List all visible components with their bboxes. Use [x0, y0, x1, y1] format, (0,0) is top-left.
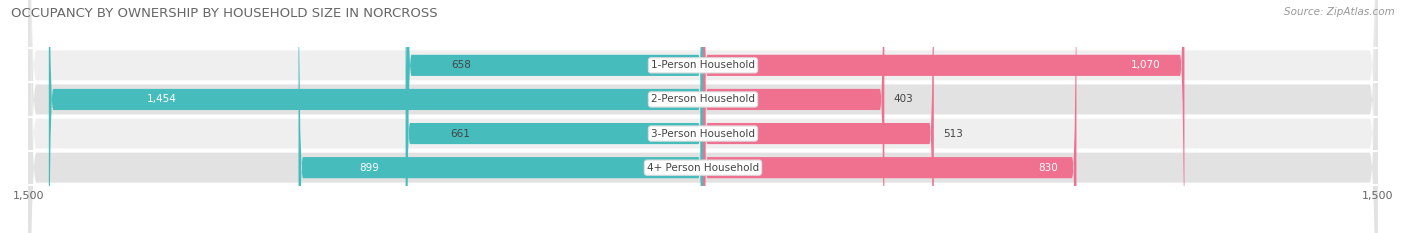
FancyBboxPatch shape — [49, 0, 703, 233]
Text: Source: ZipAtlas.com: Source: ZipAtlas.com — [1284, 7, 1395, 17]
Text: OCCUPANCY BY OWNERSHIP BY HOUSEHOLD SIZE IN NORCROSS: OCCUPANCY BY OWNERSHIP BY HOUSEHOLD SIZE… — [11, 7, 437, 20]
Text: 1-Person Household: 1-Person Household — [651, 60, 755, 70]
Text: 899: 899 — [359, 163, 380, 173]
FancyBboxPatch shape — [703, 0, 884, 233]
Text: 3-Person Household: 3-Person Household — [651, 129, 755, 139]
FancyBboxPatch shape — [298, 0, 703, 233]
FancyBboxPatch shape — [405, 0, 703, 233]
Text: 403: 403 — [893, 94, 912, 104]
Text: 1,070: 1,070 — [1130, 60, 1160, 70]
Text: 1,454: 1,454 — [148, 94, 177, 104]
FancyBboxPatch shape — [703, 0, 934, 233]
Text: 4+ Person Household: 4+ Person Household — [647, 163, 759, 173]
FancyBboxPatch shape — [28, 0, 1378, 233]
FancyBboxPatch shape — [28, 0, 1378, 233]
Text: 513: 513 — [943, 129, 963, 139]
FancyBboxPatch shape — [28, 0, 1378, 233]
Text: 661: 661 — [450, 129, 470, 139]
FancyBboxPatch shape — [703, 0, 1184, 233]
FancyBboxPatch shape — [28, 0, 1378, 233]
FancyBboxPatch shape — [406, 0, 703, 233]
Text: 2-Person Household: 2-Person Household — [651, 94, 755, 104]
Text: 658: 658 — [451, 60, 471, 70]
Text: 830: 830 — [1038, 163, 1057, 173]
FancyBboxPatch shape — [703, 0, 1077, 233]
